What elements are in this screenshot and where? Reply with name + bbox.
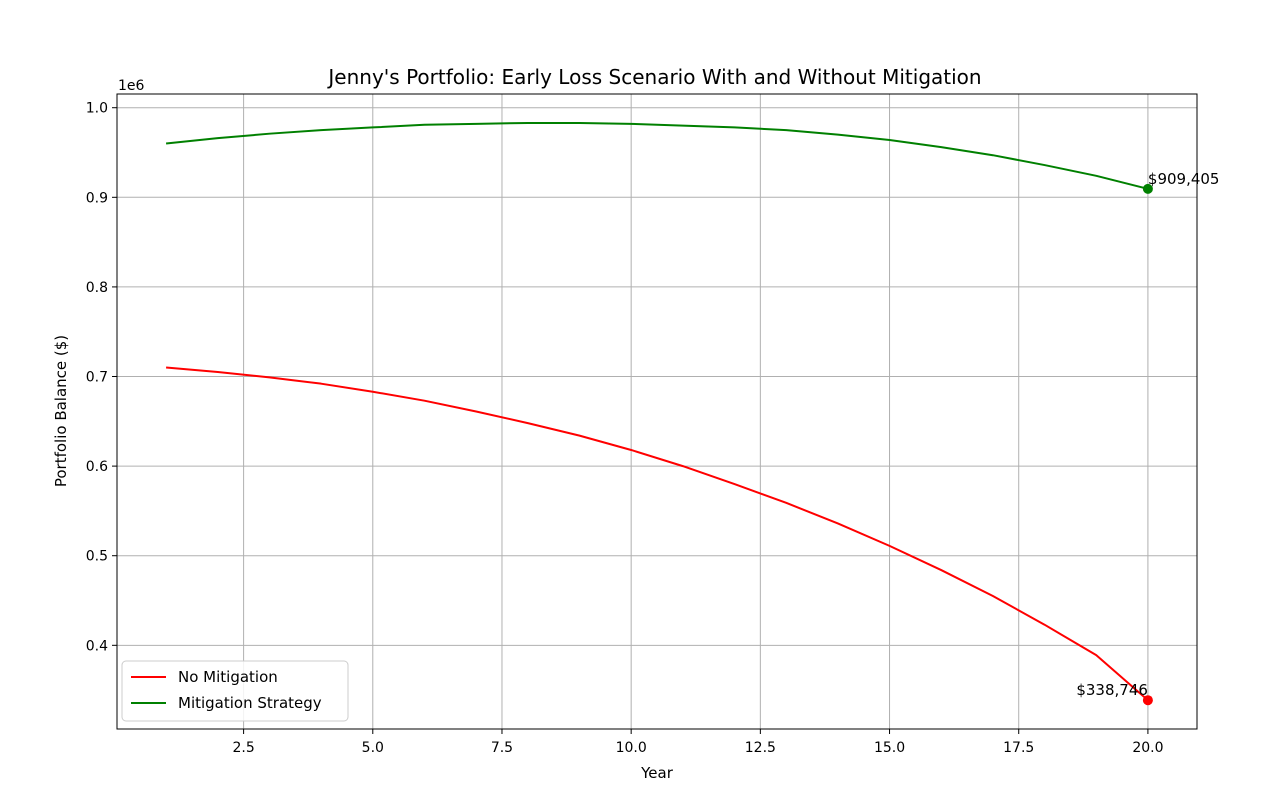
- endpoint-marker: [1142, 695, 1153, 706]
- chart-title: Jenny's Portfolio: Early Loss Scenario W…: [326, 65, 981, 89]
- y-tick-label: 0.5: [86, 549, 108, 565]
- y-tick-label: 1.0: [86, 101, 108, 117]
- x-tick-label: 5.0: [362, 740, 384, 756]
- endpoint-marker: [1142, 183, 1153, 194]
- endpoint-value-label: $909,405: [1148, 170, 1220, 188]
- legend: No Mitigation Mitigation Strategy: [121, 660, 349, 722]
- endpoint-value-label: $338,746: [1076, 681, 1148, 699]
- y-tick-label: 0.6: [86, 459, 108, 475]
- x-tick-label: 10.0: [616, 740, 647, 756]
- y-tick-label: 0.8: [86, 280, 108, 296]
- legend-label-mitigation-strategy: Mitigation Strategy: [178, 694, 322, 712]
- axis-ticks: 2.5 5.0 7.5 10.0 12.5 15.0 17.5 20.0 0.4 0.5 0.6 0.…: [86, 101, 1164, 756]
- y-axis-label: Portfolio Balance ($): [52, 335, 70, 487]
- y-axis-offset-label: 1e6: [118, 78, 145, 94]
- y-tick-label: 0.7: [86, 370, 108, 386]
- legend-label-no-mitigation: No Mitigation: [178, 668, 278, 686]
- x-tick-label: 2.5: [232, 740, 254, 756]
- plot-frame: [116, 93, 1198, 730]
- y-tick-label: 0.9: [86, 190, 108, 206]
- legend-box: [121, 660, 349, 722]
- x-tick-label: 12.5: [745, 740, 776, 756]
- x-tick-label: 20.0: [1132, 740, 1163, 756]
- x-tick-label: 7.5: [491, 740, 513, 756]
- annotations: $338,746 $909,405: [1076, 170, 1220, 706]
- x-tick-label: 15.0: [874, 740, 905, 756]
- grid: [117, 94, 1197, 729]
- series-line-no-mitigation: [166, 366, 1149, 701]
- series-line-mitigation-strategy: [165, 121, 1149, 190]
- x-tick-label: 17.5: [1003, 740, 1034, 756]
- series-layer: [165, 121, 1149, 701]
- x-axis-label: Year: [640, 764, 674, 782]
- y-tick-label: 0.4: [86, 638, 108, 654]
